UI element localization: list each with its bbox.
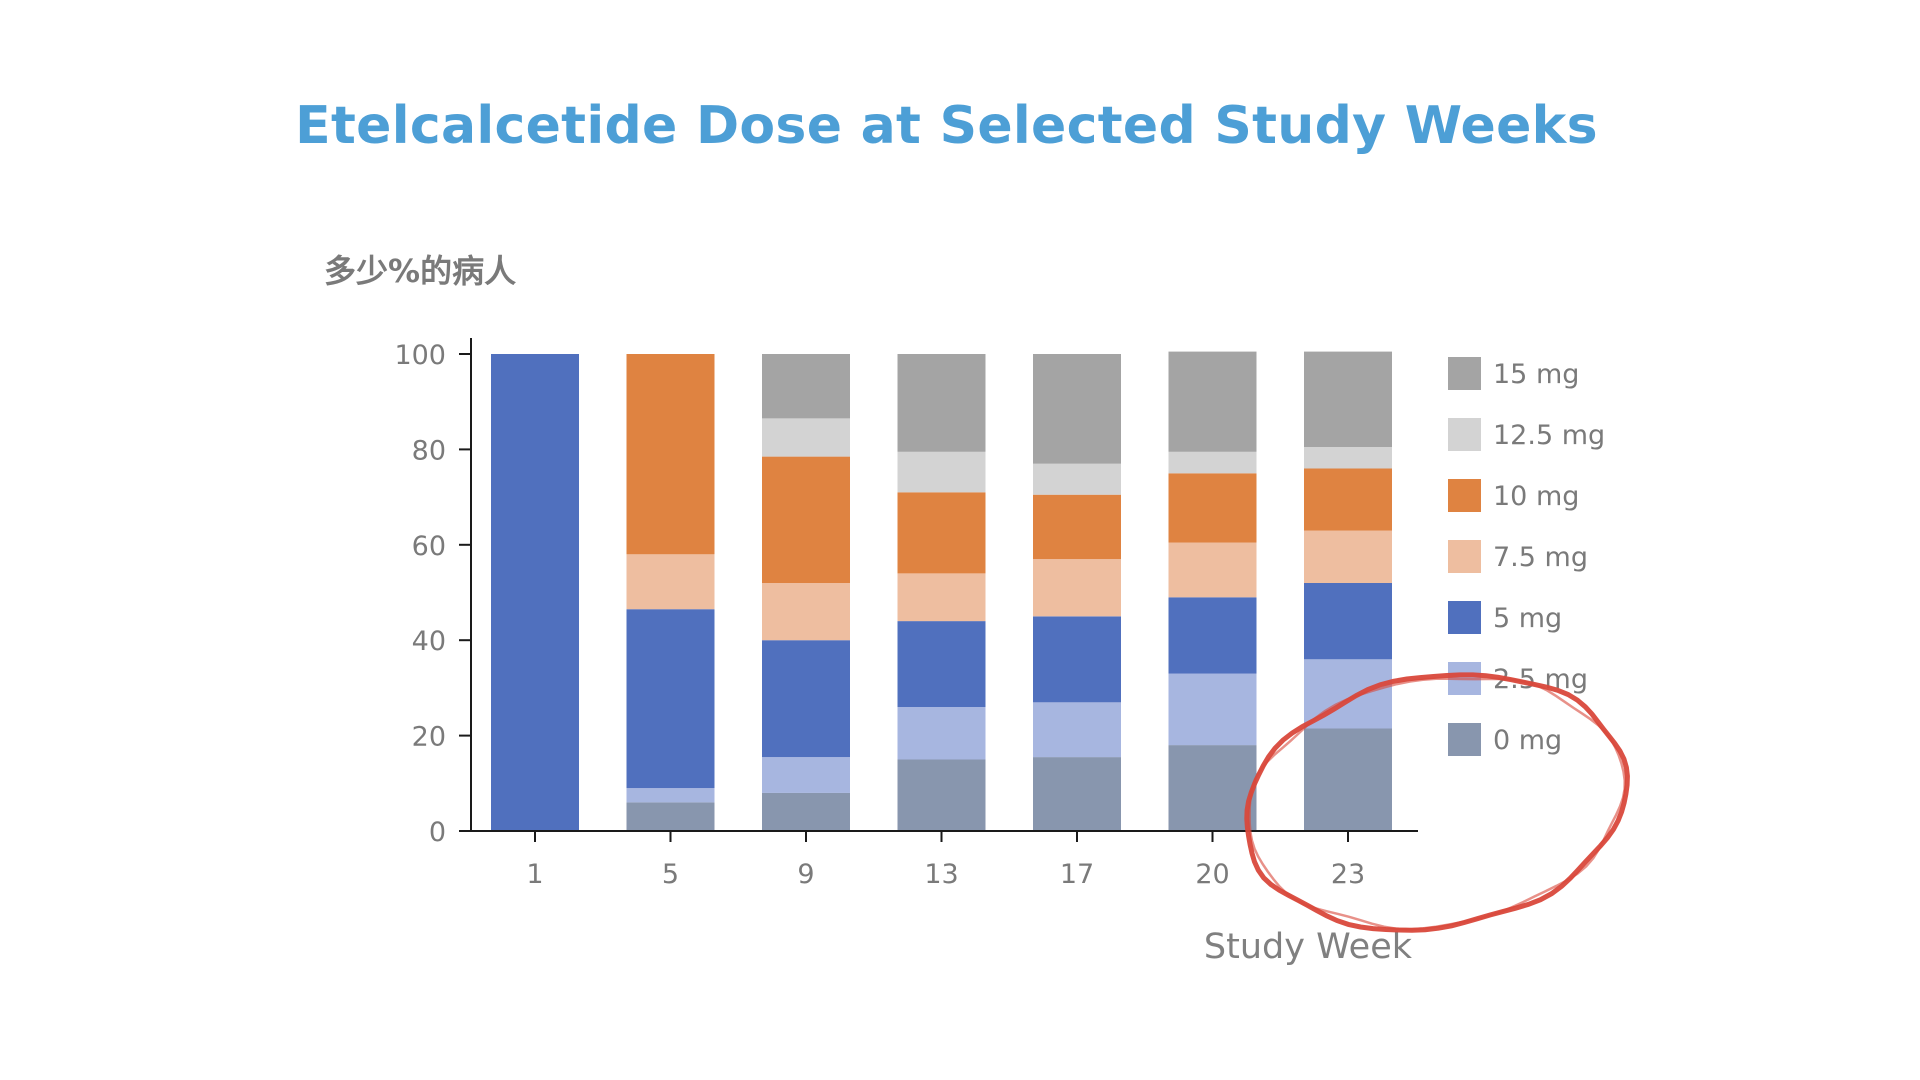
bar-week-9-7-5-mg	[762, 583, 850, 641]
x-tick-label: 1	[526, 859, 543, 890]
bar-week-13-0-mg	[897, 759, 986, 831]
y-tick-label: 100	[394, 340, 446, 371]
bar-week-20-12-5-mg	[1168, 451, 1257, 474]
bar-week-17-7-5-mg	[1033, 559, 1121, 617]
chart-title: Etelcalcetide Dose at Selected Study Wee…	[295, 96, 1598, 156]
bar-week-20-7-5-mg	[1168, 542, 1257, 598]
bar-week-13-10-mg	[897, 492, 986, 574]
x-tick-label: 9	[797, 859, 814, 890]
highlight-circle	[1244, 672, 1630, 933]
bar-week-9-5-mg	[762, 640, 850, 758]
bar-week-13-2-5-mg	[897, 707, 986, 760]
legend-item: 5 mg	[1448, 601, 1562, 634]
legend-label: 10 mg	[1493, 481, 1579, 512]
bar-week-23-7-5-mg	[1304, 530, 1392, 583]
bar-week-17-12-5-mg	[1033, 463, 1121, 495]
legend-label: 7.5 mg	[1493, 542, 1588, 573]
bar-week-23-12-5-mg	[1304, 447, 1392, 469]
bar-week-9-15-mg	[762, 354, 850, 419]
annotation-layer	[1244, 672, 1630, 933]
bar-week-5-0-mg	[626, 802, 715, 831]
legend-label: 15 mg	[1493, 359, 1579, 390]
bars-group	[491, 351, 1392, 831]
bar-week-17-15-mg	[1033, 354, 1121, 464]
bar-week-13-12-5-mg	[897, 451, 986, 493]
legend-label: 12.5 mg	[1493, 420, 1605, 451]
bar-week-5-10-mg	[626, 354, 715, 555]
bar-week-5-5-mg	[626, 609, 715, 789]
bar-week-23-0-mg	[1304, 728, 1392, 831]
x-axis-label: Study Week	[1204, 927, 1413, 967]
y-tick-label: 80	[412, 435, 446, 466]
x-tick-label: 13	[924, 859, 958, 890]
y-tick-label: 40	[412, 626, 446, 657]
legend-swatch	[1448, 418, 1481, 451]
bar-week-17-5-mg	[1033, 616, 1121, 703]
bar-week-13-7-5-mg	[897, 573, 986, 622]
legend-swatch	[1448, 357, 1481, 390]
legend-label: 5 mg	[1493, 603, 1562, 634]
y-tick-label: 20	[412, 722, 446, 753]
legend-item: 15 mg	[1448, 357, 1579, 390]
y-tick-label: 0	[429, 817, 446, 848]
bar-week-17-10-mg	[1033, 494, 1121, 560]
bar-week-9-12-5-mg	[762, 418, 850, 457]
legend-item: 7.5 mg	[1448, 540, 1588, 573]
x-tick-label: 17	[1060, 859, 1094, 890]
highlight-circle-stroke	[1248, 677, 1626, 931]
bar-week-20-10-mg	[1168, 473, 1257, 543]
bar-week-1-5-mg	[491, 354, 579, 831]
bar-week-13-15-mg	[897, 354, 986, 452]
y-tick-label: 60	[412, 531, 446, 562]
bar-week-9-2-5-mg	[762, 757, 850, 793]
bar-week-5-2-5-mg	[626, 788, 715, 803]
bar-week-20-15-mg	[1168, 351, 1257, 452]
bar-week-23-10-mg	[1304, 468, 1392, 531]
bar-week-17-2-5-mg	[1033, 702, 1121, 758]
legend-swatch	[1448, 540, 1481, 573]
bar-week-20-5-mg	[1168, 597, 1257, 674]
legend-label: 0 mg	[1493, 725, 1562, 756]
bar-week-20-0-mg	[1168, 745, 1257, 831]
bar-week-23-5-mg	[1304, 583, 1392, 660]
legend-item: 10 mg	[1448, 479, 1579, 512]
bar-week-5-7-5-mg	[626, 554, 715, 610]
bar-week-13-5-mg	[897, 621, 986, 707]
legend-item: 12.5 mg	[1448, 418, 1605, 451]
axes-group: 0 20 40 60 80 100 1 5 9 13 17 20 23	[394, 338, 1418, 890]
bar-week-9-0-mg	[762, 792, 850, 831]
legend-swatch	[1448, 723, 1481, 756]
bar-week-9-10-mg	[762, 456, 850, 583]
bar-week-23-15-mg	[1304, 351, 1392, 447]
legend-swatch	[1448, 479, 1481, 512]
bar-week-17-0-mg	[1033, 757, 1121, 831]
bar-week-20-2-5-mg	[1168, 673, 1257, 746]
y-axis-label: 多少%的病人	[324, 252, 516, 290]
legend-swatch	[1448, 601, 1481, 634]
x-tick-label: 5	[662, 859, 679, 890]
x-tick-label: 23	[1331, 859, 1365, 890]
x-tick-label: 20	[1195, 859, 1229, 890]
legend-item: 0 mg	[1448, 723, 1562, 756]
